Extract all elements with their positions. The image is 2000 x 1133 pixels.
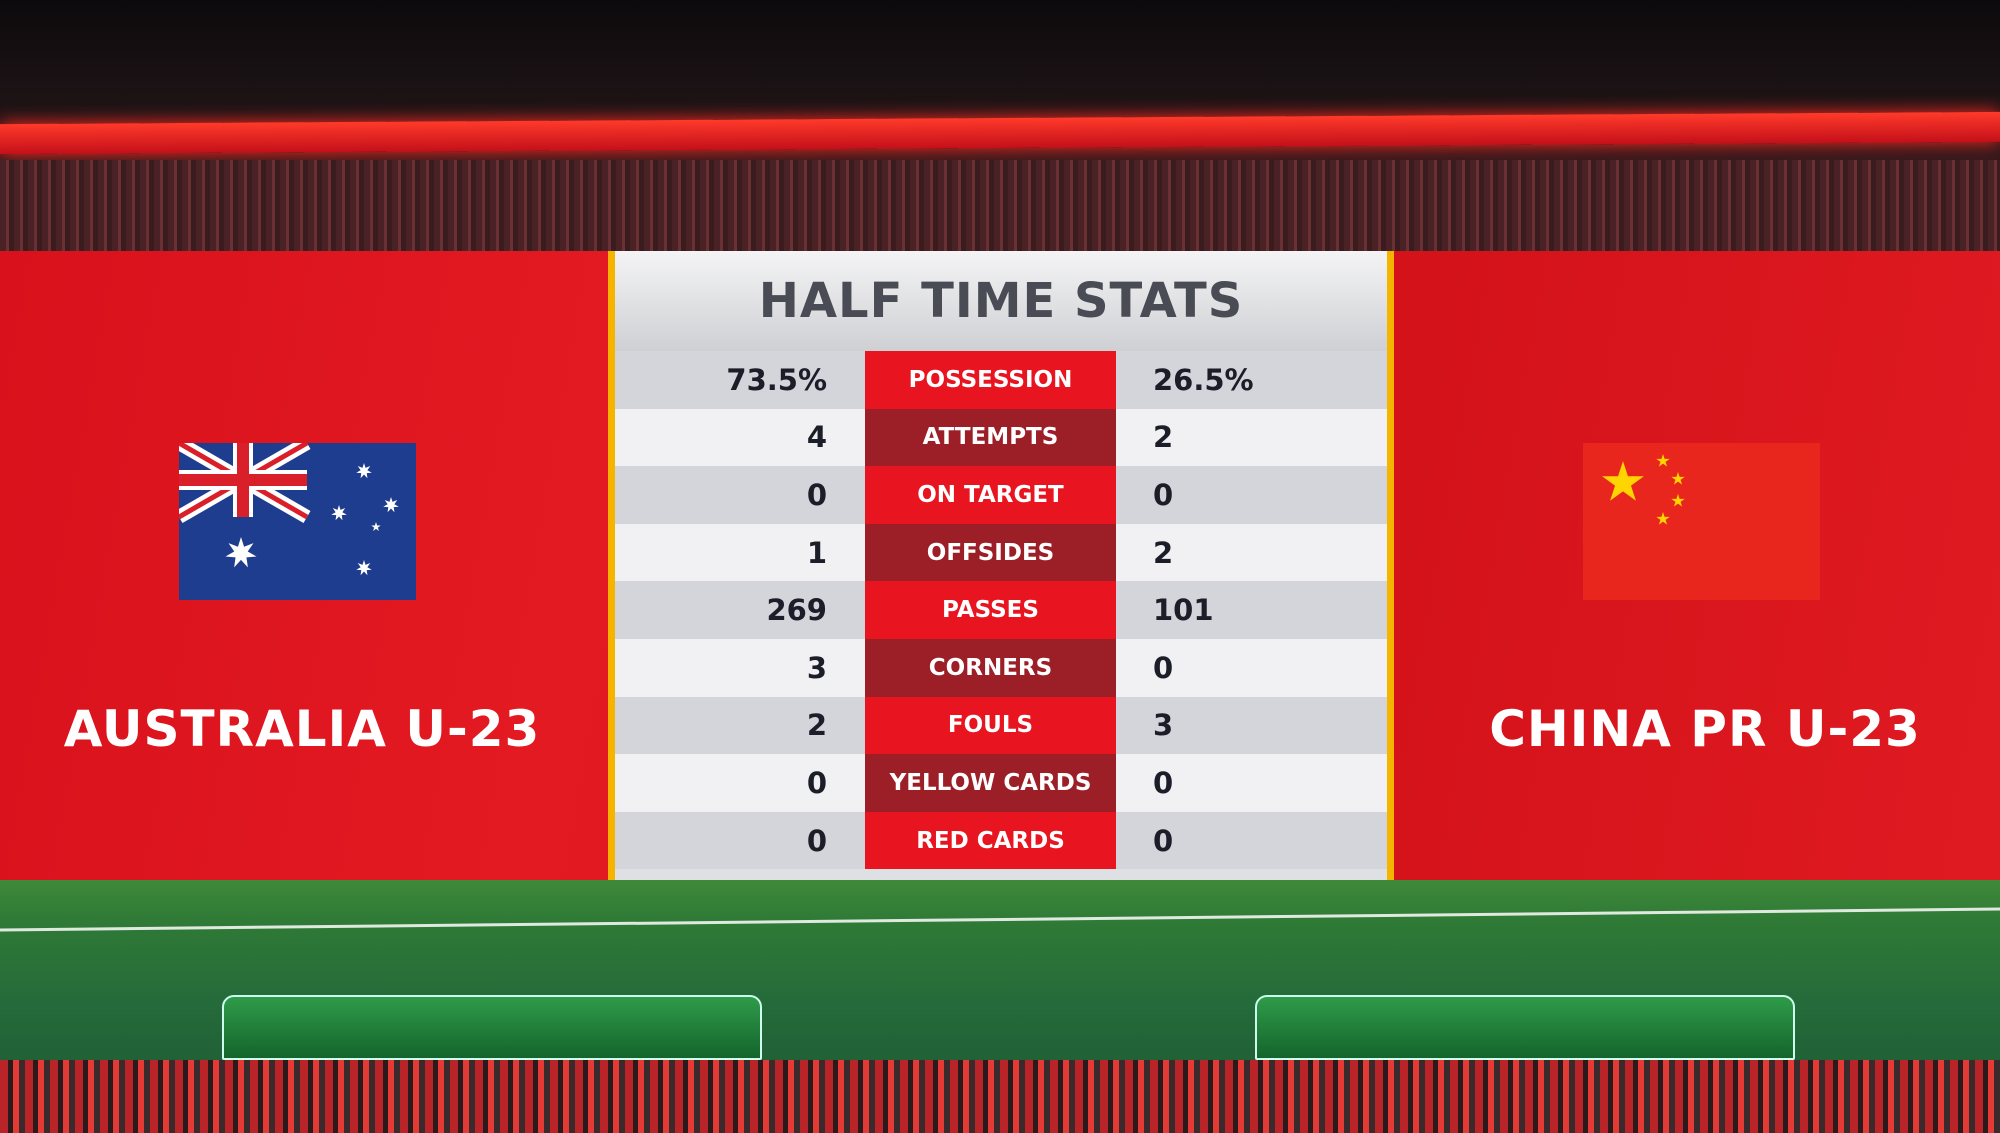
stat-label: POSSESSION (865, 351, 1116, 409)
away-value: 0 (1153, 823, 1174, 858)
away-value: 0 (1153, 650, 1174, 685)
half-time-stats-panel: HALF TIME STATS 73.5% POSSESSION 26.5% 4 ATT… (608, 251, 1394, 880)
away-value: 0 (1153, 477, 1174, 512)
away-value: 3 (1153, 708, 1174, 743)
panel-title: HALF TIME STATS (758, 273, 1244, 329)
away-value: 0 (1153, 765, 1174, 800)
lower-crowd (0, 1060, 2000, 1133)
stat-label: PASSES (865, 581, 1116, 639)
away-bench (1255, 995, 1795, 1060)
panel-header: HALF TIME STATS (615, 251, 1387, 351)
away-value: 2 (1153, 535, 1174, 570)
away-value: 101 (1153, 593, 1214, 628)
crowd (0, 160, 2000, 251)
stats-table: 73.5% POSSESSION 26.5% 4 ATTEMPTS 2 0 ON TARGET… (615, 351, 1387, 870)
stat-row-attempts: 4 ATTEMPTS 2 (615, 408, 1387, 467)
away-team-name: CHINA PR U-23 (1489, 700, 1921, 758)
stat-row-offsides: 1 OFFSIDES 2 (615, 523, 1387, 582)
home-value: 73.5% (726, 362, 827, 397)
away-value: 26.5% (1153, 362, 1254, 397)
stat-label: RED CARDS (865, 811, 1116, 870)
stat-row-on-target: 0 ON TARGET 0 (615, 466, 1387, 524)
home-team-name: AUSTRALIA U-23 (63, 700, 541, 758)
stat-row-yellow-cards: 0 YELLOW CARDS 0 (615, 754, 1387, 812)
home-value: 0 (806, 477, 827, 512)
home-value: 2 (806, 708, 827, 743)
home-value: 4 (806, 420, 827, 455)
stat-label: CORNERS (865, 638, 1116, 697)
home-value: 0 (806, 823, 827, 858)
stat-row-corners: 3 CORNERS 0 (615, 638, 1387, 697)
stat-row-possession: 73.5% POSSESSION 26.5% (615, 351, 1387, 409)
home-bench (222, 995, 762, 1060)
stat-label: OFFSIDES (865, 523, 1116, 582)
away-value: 2 (1153, 420, 1174, 455)
stat-label: ON TARGET (865, 466, 1116, 524)
home-value: 3 (806, 650, 827, 685)
home-value: 269 (766, 593, 827, 628)
china-flag-icon (1583, 443, 1820, 600)
home-value: 1 (806, 535, 827, 570)
stat-row-passes: 269 PASSES 101 (615, 581, 1387, 639)
stat-label: YELLOW CARDS (865, 754, 1116, 812)
australia-flag-icon (179, 443, 416, 600)
stat-label: FOULS (865, 696, 1116, 755)
stat-label: ATTEMPTS (865, 408, 1116, 467)
stat-row-red-cards: 0 RED CARDS 0 (615, 811, 1387, 870)
home-value: 0 (806, 765, 827, 800)
stat-row-fouls: 2 FOULS 3 (615, 696, 1387, 755)
